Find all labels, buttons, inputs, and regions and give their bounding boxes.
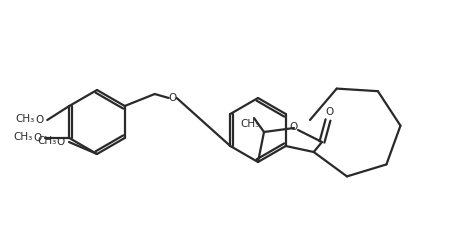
Text: CH₃: CH₃ (37, 136, 56, 146)
Text: O: O (57, 137, 65, 147)
Text: O: O (169, 93, 177, 103)
Text: O: O (35, 115, 43, 125)
Text: CH₃: CH₃ (240, 119, 260, 129)
Text: O: O (290, 122, 298, 132)
Text: CH₃: CH₃ (15, 114, 35, 124)
Text: O: O (33, 133, 41, 143)
Text: O: O (325, 107, 333, 117)
Text: CH₃: CH₃ (14, 132, 33, 142)
